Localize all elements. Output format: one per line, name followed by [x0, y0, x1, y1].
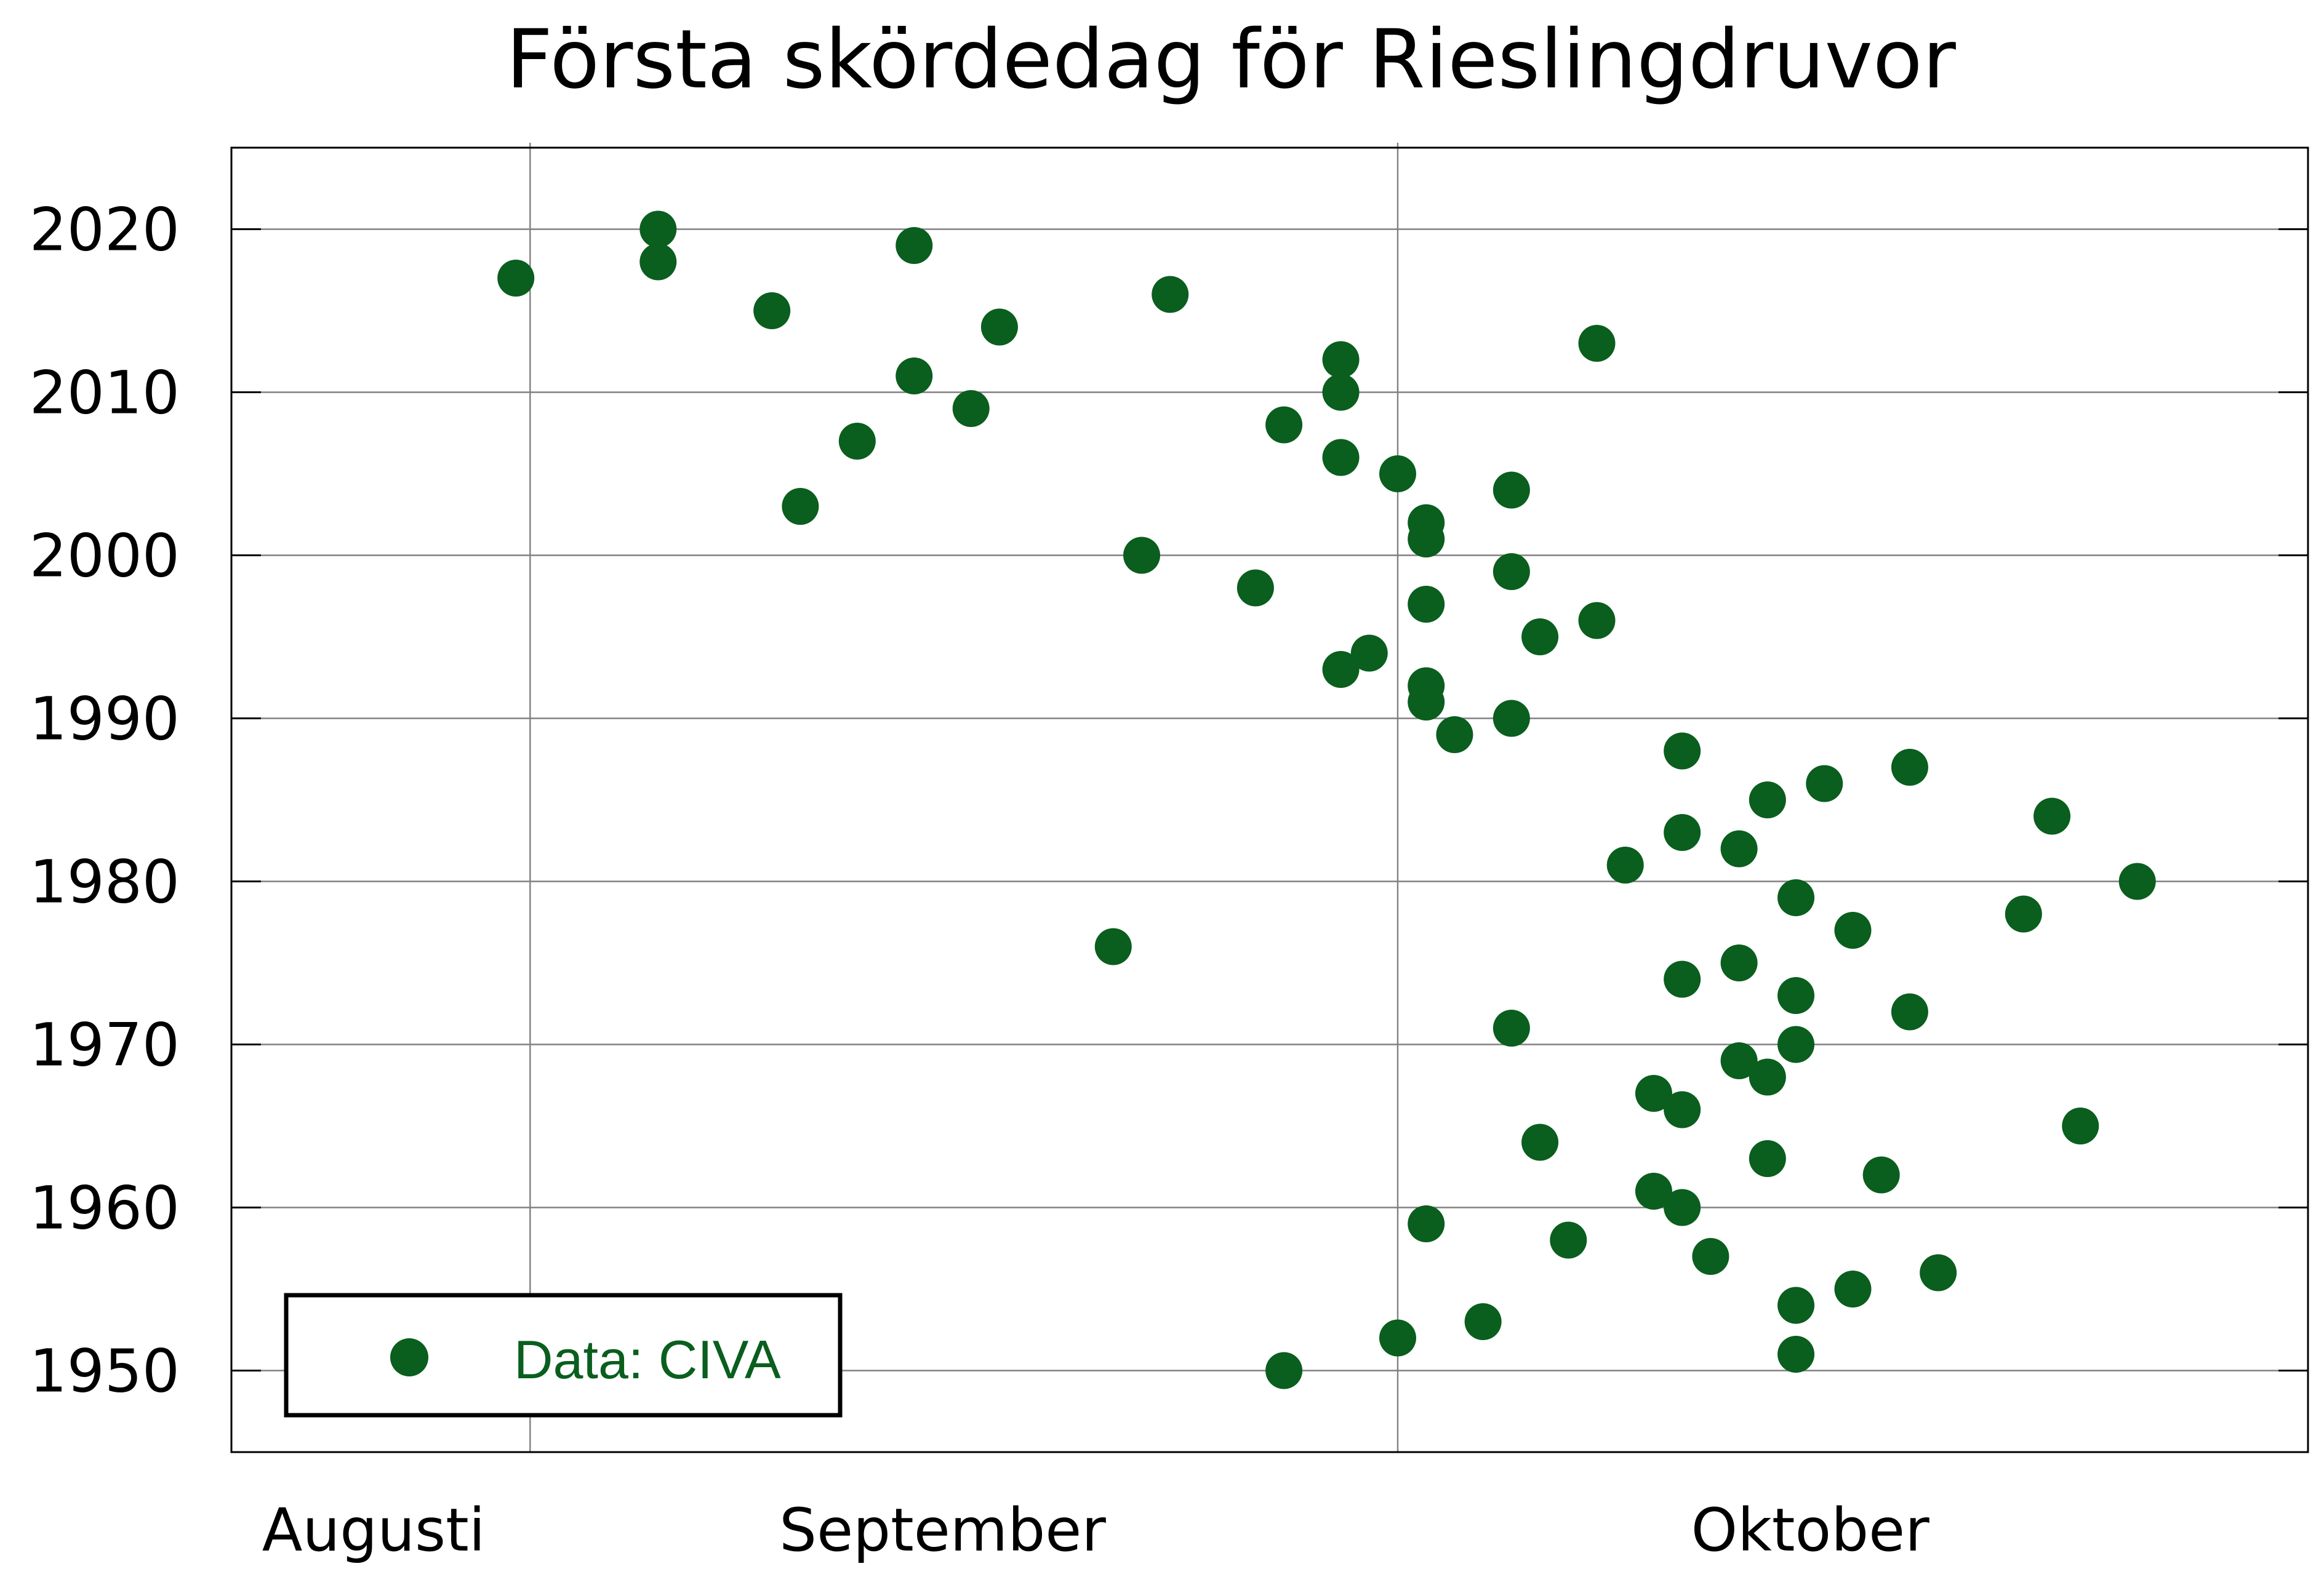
- y-tick-label: 1960: [30, 1174, 180, 1243]
- data-point: [2062, 1108, 2099, 1144]
- y-tick-label: 2020: [30, 196, 180, 265]
- grid-lines: [231, 143, 2308, 1452]
- y-tick-label: 1990: [30, 685, 180, 754]
- data-point: [1236, 569, 1274, 607]
- data-point: [952, 390, 990, 427]
- data-point: [1578, 602, 1616, 639]
- data-point: [1806, 765, 1843, 802]
- data-point: [1408, 1205, 1445, 1242]
- x-month-label: Oktober: [1691, 1496, 1930, 1565]
- legend: Data: CIVA: [284, 1293, 843, 1418]
- data-point: [1322, 439, 1360, 476]
- data-point: [1834, 912, 1872, 949]
- y-tick-label: 1970: [30, 1011, 180, 1080]
- data-point: [1408, 521, 1445, 557]
- data-point: [1777, 1287, 1815, 1324]
- data-point: [1322, 651, 1360, 688]
- y-tick-label: 2000: [30, 522, 180, 591]
- data-point: [1606, 847, 1644, 884]
- legend-box: [284, 1293, 843, 1418]
- x-month-label: Augusti: [262, 1496, 486, 1565]
- data-point: [1550, 1221, 1587, 1259]
- data-point: [1834, 1271, 1872, 1308]
- data-point: [1777, 977, 1815, 1014]
- data-point: [1777, 1336, 1815, 1373]
- data-point: [838, 423, 876, 460]
- legend-marker: [390, 1338, 428, 1376]
- plot-frame: [230, 146, 2309, 1453]
- x-month-labels: Augusti September Oktober: [262, 1496, 1929, 1565]
- data-point: [2118, 863, 2156, 900]
- data-point: [1664, 814, 1701, 851]
- data-point: [1720, 944, 1758, 981]
- data-point: [639, 243, 677, 281]
- data-point: [1578, 325, 1616, 362]
- data-point: [1521, 618, 1559, 655]
- data-point: [1265, 406, 1303, 444]
- data-point: [1635, 1173, 1672, 1210]
- data-point: [1749, 1140, 1786, 1177]
- data-point: [1094, 928, 1132, 965]
- data-point: [1464, 1303, 1502, 1340]
- data-point: [1350, 634, 1388, 672]
- data-point: [1777, 879, 1815, 916]
- data-point: [1408, 586, 1445, 623]
- y-tick-label: 1980: [30, 848, 180, 917]
- data-point: [753, 292, 791, 329]
- y-tick-label: 1950: [30, 1337, 180, 1406]
- data-point: [1436, 716, 1473, 753]
- data-point: [2005, 895, 2042, 933]
- data-point: [497, 260, 535, 297]
- data-point: [1664, 1189, 1701, 1226]
- data-point: [1379, 455, 1416, 492]
- data-point: [1720, 1042, 1758, 1079]
- data-point: [1749, 1058, 1786, 1096]
- data-point: [639, 210, 677, 248]
- data-point: [1493, 471, 1530, 509]
- data-point: [1493, 700, 1530, 737]
- legend-label: Data: CIVA: [514, 1329, 781, 1390]
- data-point: [1521, 1124, 1559, 1161]
- data-point: [1493, 1010, 1530, 1047]
- chart-title: Första skördedag för Rieslingdruvor: [506, 12, 1956, 107]
- data-point: [1692, 1238, 1729, 1275]
- data-point: [1664, 960, 1701, 998]
- data-point: [1493, 553, 1530, 590]
- data-point: [980, 308, 1018, 346]
- data-point: [1265, 1352, 1303, 1389]
- data-point: [1891, 993, 1928, 1031]
- y-tick-label: 2010: [30, 359, 180, 428]
- data-point: [1408, 684, 1445, 721]
- data-point: [2034, 797, 2071, 835]
- y-tick-labels: 1950 1960 1970 1980 1990 2000 2010 2020: [30, 196, 180, 1406]
- data-point: [1720, 830, 1758, 868]
- data-point: [896, 357, 933, 394]
- data-point: [1862, 1156, 1900, 1194]
- data-point: [1152, 276, 1189, 313]
- x-month-label: September: [779, 1496, 1106, 1565]
- data-point: [782, 488, 819, 525]
- data-point: [1664, 1091, 1701, 1128]
- data-point: [1920, 1254, 1957, 1292]
- data-point: [1123, 537, 1161, 574]
- data-point: [1891, 749, 1928, 786]
- data-point: [1664, 732, 1701, 770]
- data-point: [1322, 373, 1360, 411]
- data-point: [1777, 1026, 1815, 1063]
- data-point: [1749, 781, 1786, 818]
- data-points: [497, 210, 2156, 1389]
- data-point: [1635, 1075, 1672, 1112]
- data-point: [1322, 341, 1360, 378]
- data-point: [896, 227, 933, 264]
- data-point: [1379, 1319, 1416, 1357]
